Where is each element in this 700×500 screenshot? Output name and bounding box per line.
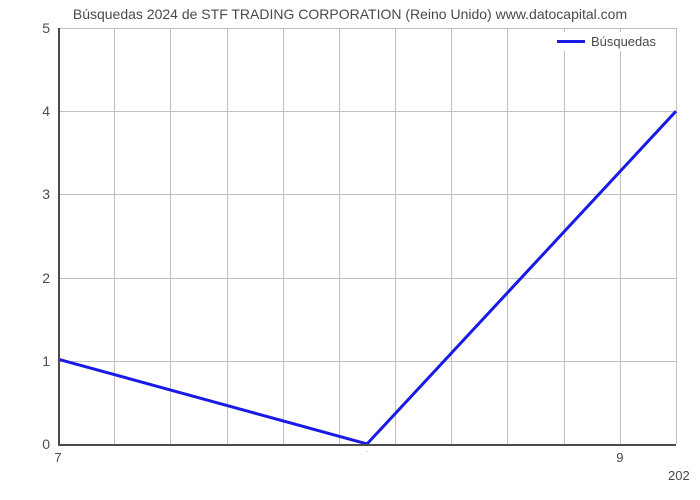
- legend-label: Búsquedas: [591, 34, 656, 49]
- x-tick-dot: .: [366, 448, 368, 454]
- plot-area: [58, 28, 676, 444]
- y-axis-line: [58, 28, 60, 444]
- y-tick-label: 4: [10, 103, 50, 119]
- x-sub-label-right: 202: [668, 468, 690, 483]
- grid-line-vertical: [676, 28, 677, 444]
- series-line: [58, 28, 676, 444]
- legend: Búsquedas: [553, 32, 660, 51]
- x-tick-label: 9: [616, 450, 623, 465]
- y-tick-label: 2: [10, 270, 50, 286]
- line-chart: Búsquedas 2024 de STF TRADING CORPORATIO…: [0, 0, 700, 500]
- x-axis-line: [58, 444, 676, 446]
- chart-title: Búsquedas 2024 de STF TRADING CORPORATIO…: [0, 6, 700, 22]
- y-tick-label: 1: [10, 353, 50, 369]
- legend-swatch: [557, 40, 585, 43]
- y-tick-label: 3: [10, 186, 50, 202]
- y-tick-label: 5: [10, 20, 50, 36]
- x-tick-label: 7: [54, 450, 61, 465]
- y-tick-label: 0: [10, 436, 50, 452]
